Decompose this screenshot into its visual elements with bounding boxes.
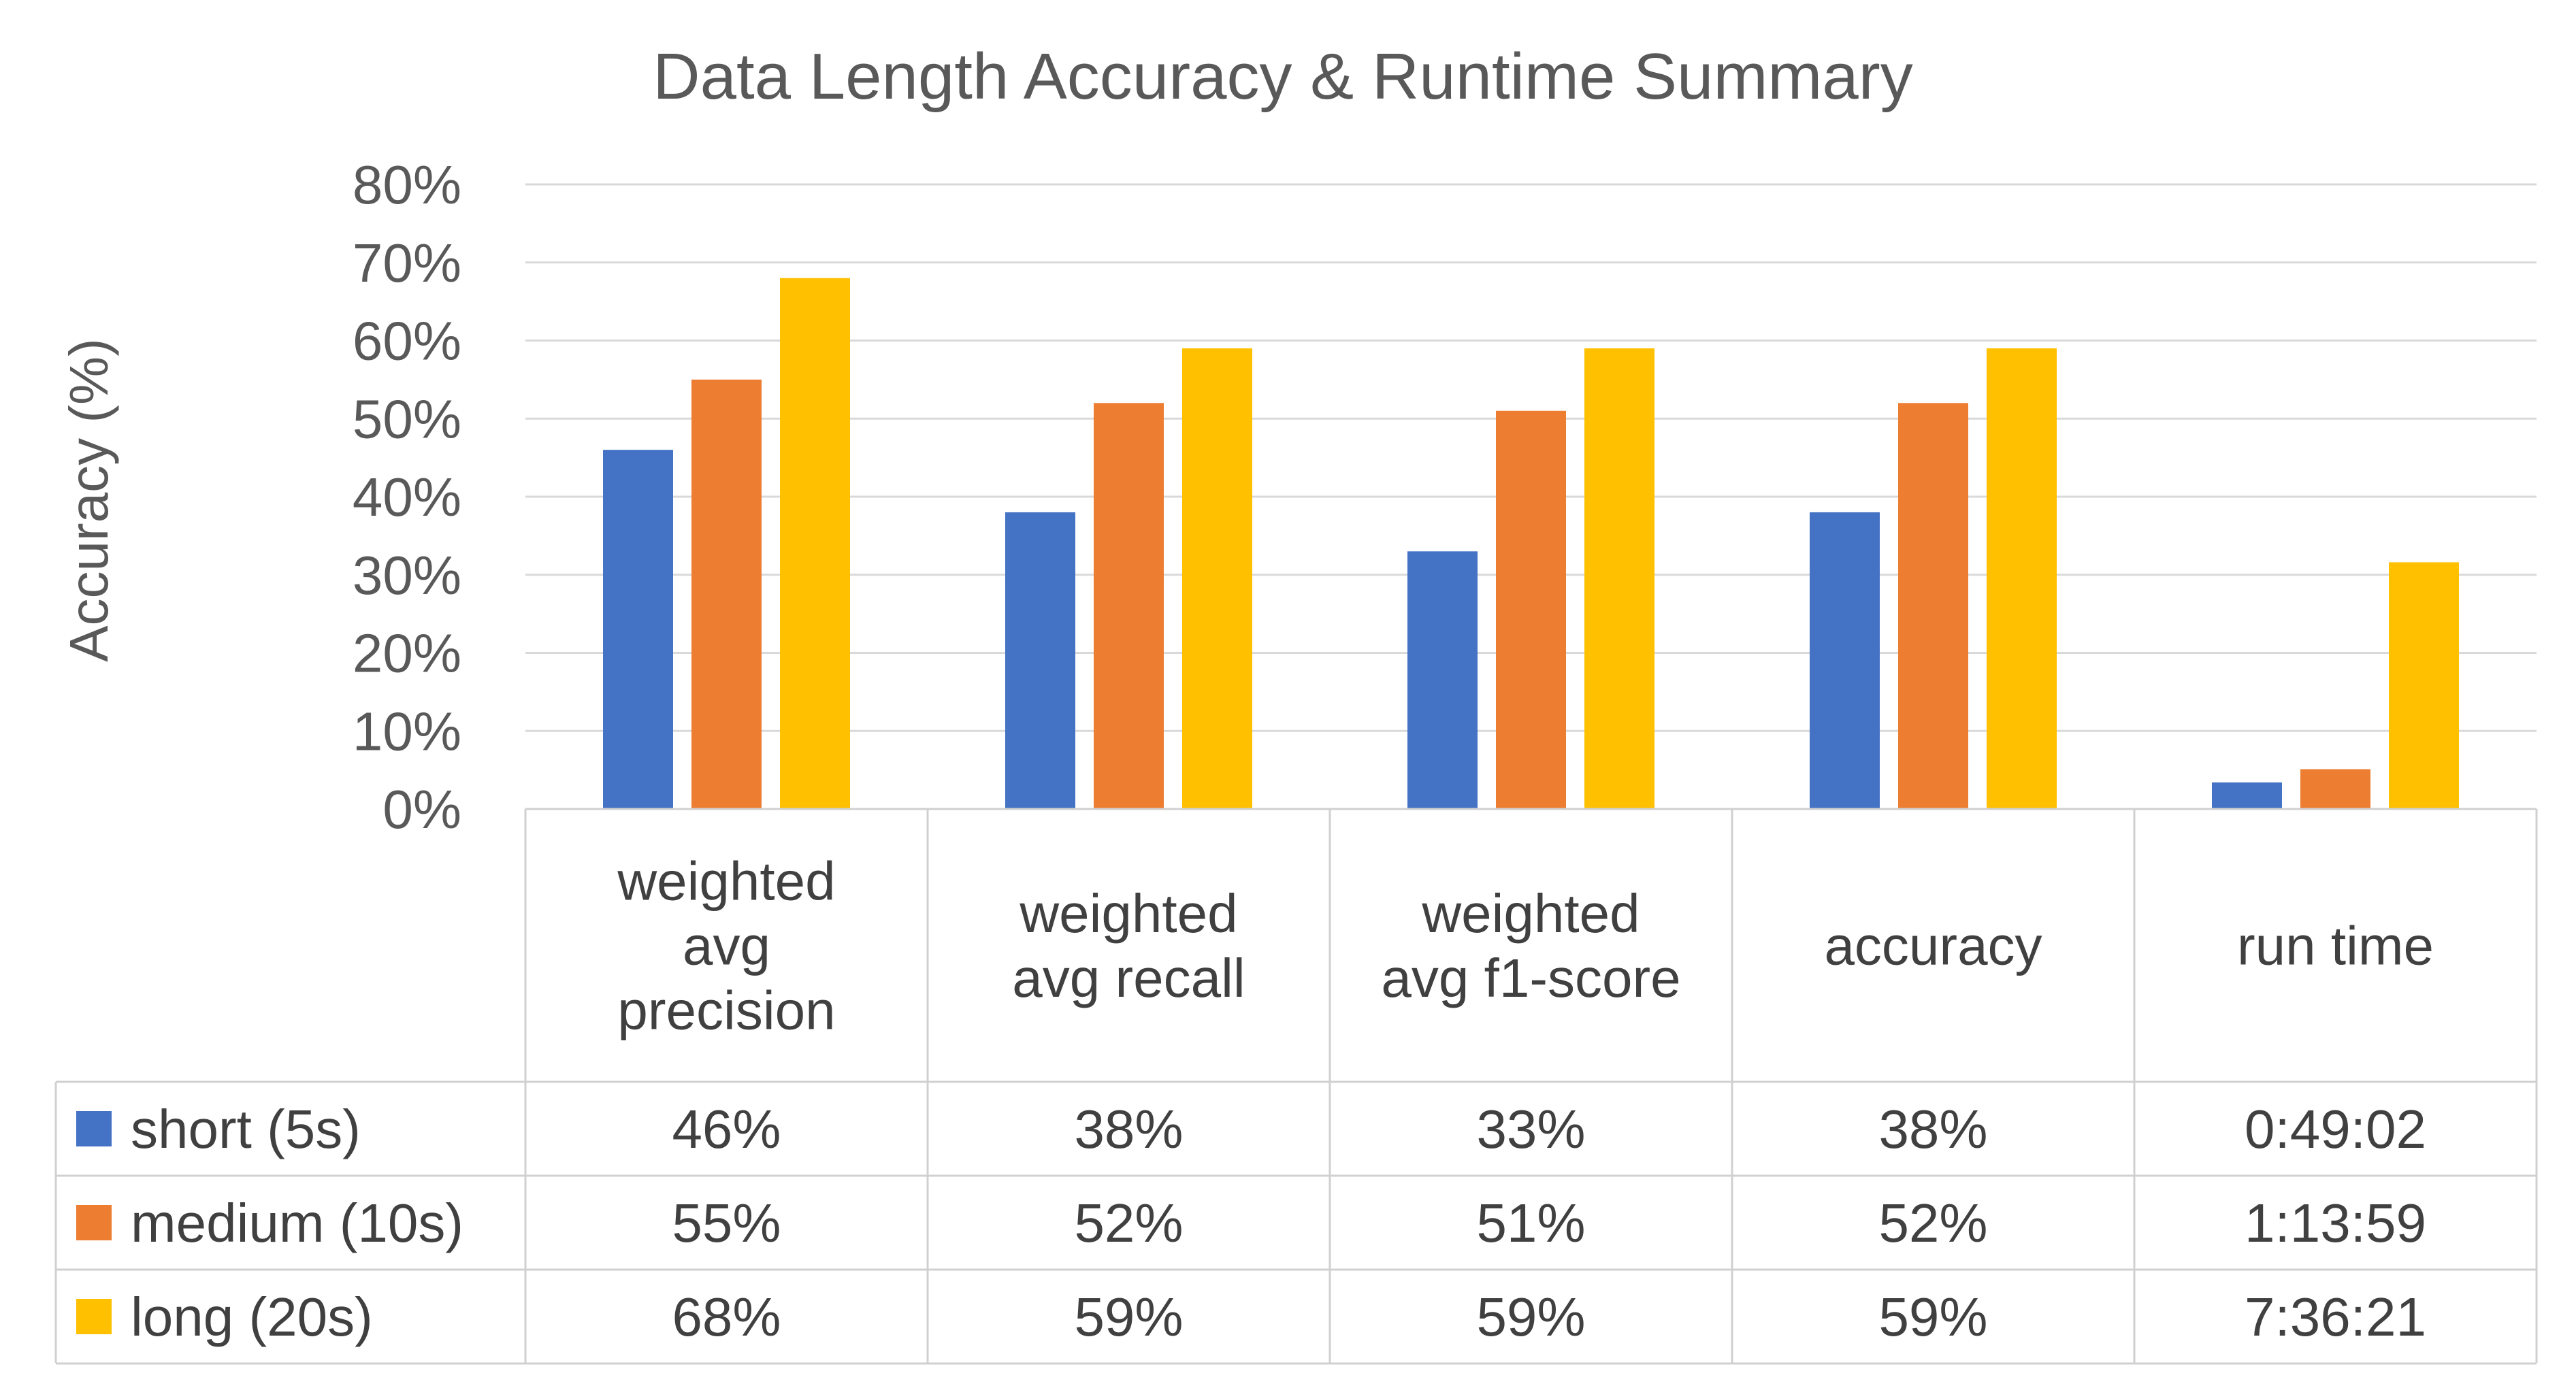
table-cell-value: 59% — [1074, 1287, 1183, 1347]
bar-short — [2212, 782, 2282, 809]
table-cell-value: 59% — [1476, 1287, 1585, 1347]
bar-medium — [691, 379, 762, 809]
bar-long — [780, 278, 850, 809]
y-tick-label: 20% — [353, 623, 461, 684]
bar-medium — [2300, 769, 2370, 809]
bar-short — [1810, 512, 1880, 809]
bar-medium — [1496, 410, 1566, 809]
category-label: avg recall — [1012, 948, 1245, 1008]
category-label: weighted — [1019, 883, 1237, 944]
legend-swatch — [76, 1205, 112, 1240]
y-tick-label: 60% — [353, 311, 461, 371]
category-label: accuracy — [1824, 916, 2042, 976]
legend-label: short (5s) — [131, 1099, 361, 1159]
category-label: weighted — [617, 851, 835, 912]
bars — [603, 278, 2459, 810]
category-label: avg f1-score — [1381, 948, 1680, 1008]
bar-medium — [1094, 403, 1164, 809]
table-cell-value: 52% — [1074, 1193, 1183, 1253]
y-tick-label: 30% — [353, 545, 461, 606]
bar-long — [2389, 562, 2459, 809]
bar-short — [1005, 512, 1075, 809]
table-cell-value: 1:13:59 — [2245, 1193, 2426, 1253]
category-label: precision — [617, 980, 835, 1041]
y-tick-label: 70% — [353, 233, 461, 293]
legend-label: long (20s) — [131, 1287, 373, 1347]
legend-swatch — [76, 1111, 112, 1146]
bar-short — [603, 450, 673, 809]
table-cell-value: 38% — [1074, 1099, 1183, 1159]
bar-medium — [1898, 403, 1968, 809]
legend-label: medium (10s) — [131, 1193, 463, 1253]
chart-title: Data Length Accuracy & Runtime Summary — [653, 40, 1912, 113]
y-tick-label: 80% — [353, 154, 461, 215]
bar-short — [1407, 551, 1478, 809]
bar-long — [1182, 348, 1252, 810]
table-cell-value: 7:36:21 — [2245, 1287, 2426, 1347]
legend-swatch — [76, 1299, 112, 1334]
y-axis-ticks: 0% 10% 20% 30% 40% 50% 60% 70% 80% — [353, 154, 461, 840]
category-label: avg — [683, 916, 770, 976]
bar-long — [1987, 348, 2057, 810]
y-tick-label: 0% — [382, 779, 461, 840]
table-cell-value: 33% — [1476, 1099, 1585, 1159]
table-cell-value: 59% — [1878, 1287, 1987, 1347]
table-cell-value: 52% — [1878, 1193, 1987, 1253]
bar-long — [1584, 348, 1654, 810]
table-cell-value: 51% — [1476, 1193, 1585, 1253]
y-axis-label: Accuracy (%) — [59, 338, 119, 662]
category-label: weighted — [1421, 883, 1640, 944]
table-cell-value: 68% — [672, 1287, 781, 1347]
table-cell-value: 38% — [1878, 1099, 1987, 1159]
y-tick-label: 40% — [353, 467, 461, 527]
y-tick-label: 10% — [353, 701, 461, 761]
y-tick-label: 50% — [353, 389, 461, 449]
table-cell-value: 55% — [672, 1193, 781, 1253]
table-cell-value: 46% — [672, 1099, 781, 1159]
category-label: run time — [2237, 916, 2434, 976]
table-cell-value: 0:49:02 — [2245, 1099, 2426, 1159]
